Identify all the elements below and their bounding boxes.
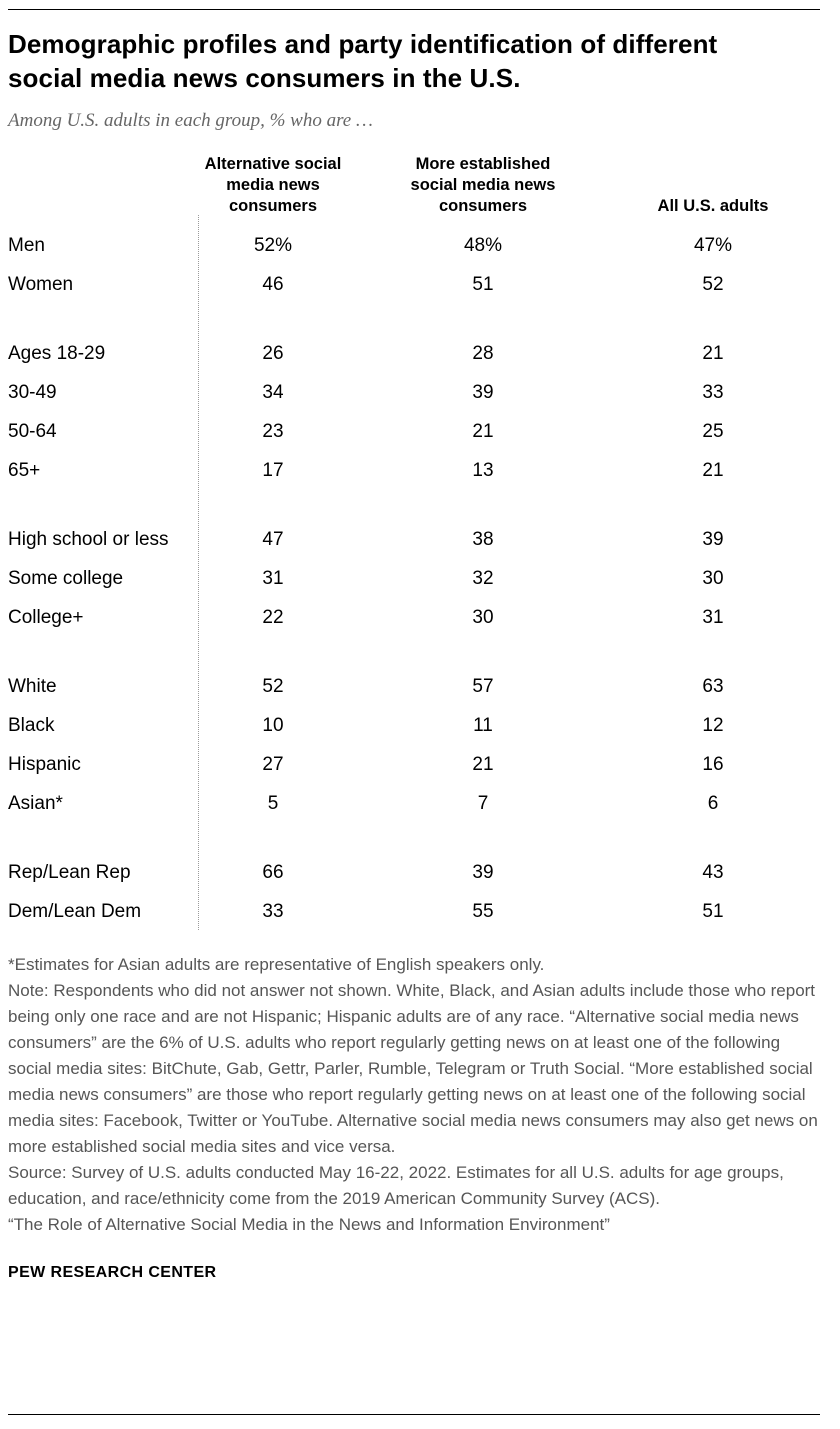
- cell-value: 39: [472, 382, 494, 404]
- cell-value: 55: [472, 901, 494, 923]
- cell-value: 43: [702, 862, 724, 884]
- cell-value: 13: [472, 460, 494, 482]
- note-asterisk: *Estimates for Asian adults are represen…: [8, 954, 545, 974]
- top-divider: [8, 9, 820, 10]
- cell-value: 47: [262, 529, 284, 551]
- cell-value: 32: [472, 568, 494, 590]
- demographics-table: Alternative social media news consumers …: [8, 154, 820, 932]
- row-label: Dem/Lean Dem: [8, 901, 142, 923]
- bottom-divider: [8, 1414, 820, 1415]
- column-divider-dotted: [198, 214, 199, 930]
- table-row: Hispanic 27 21 16: [8, 746, 820, 785]
- cell-value: 10: [262, 715, 284, 737]
- cell-value: 7: [477, 793, 489, 815]
- table-header-row: Alternative social media news consumers …: [8, 154, 820, 227]
- cell-value: 33: [262, 901, 284, 923]
- table-row: Asian* 5 7 6: [8, 785, 820, 824]
- row-label: Men: [8, 235, 45, 257]
- row-label: Ages 18-29: [8, 343, 106, 365]
- row-label: Black: [8, 715, 55, 737]
- cell-value: 21: [472, 754, 494, 776]
- table-row: Women 46 51 52: [8, 266, 820, 305]
- group-spacer: [8, 824, 820, 854]
- table-row: Rep/Lean Rep 66 39 43: [8, 854, 820, 893]
- cell-value: 16: [702, 754, 724, 776]
- table-row: Some college 31 32 30: [8, 560, 820, 599]
- cell-value: 22: [262, 607, 284, 629]
- subtitle: Among U.S. adults in each group, % who a…: [8, 109, 373, 131]
- page-title: Demographic profiles and party identific…: [8, 29, 718, 93]
- cell-value: 48%: [463, 235, 503, 257]
- column-header-alternative: Alternative social media news consumers: [204, 154, 342, 215]
- table-row: 50-64 23 21 25: [8, 413, 820, 452]
- note-source: Source: Survey of U.S. adults conducted …: [8, 1162, 784, 1208]
- table-row: Ages 18-29 26 28 21: [8, 335, 820, 374]
- cell-value: 12: [702, 715, 724, 737]
- row-label: 50-64: [8, 421, 57, 443]
- cell-value: 47%: [693, 235, 733, 257]
- cell-value: 38: [472, 529, 494, 551]
- cell-value: 25: [702, 421, 724, 443]
- column-header-established: More established social media news consu…: [410, 154, 556, 215]
- row-label: 30-49: [8, 382, 57, 404]
- pew-table-graphic: Demographic profiles and party identific…: [0, 9, 840, 1429]
- cell-value: 52: [702, 274, 724, 296]
- notes-block: *Estimates for Asian adults are represen…: [8, 952, 820, 1238]
- table-row: Men 52% 48% 47%: [8, 227, 820, 266]
- row-label: 65+: [8, 460, 41, 482]
- row-label: White: [8, 676, 57, 698]
- cell-value: 39: [472, 862, 494, 884]
- cell-value: 26: [262, 343, 284, 365]
- pew-research-center-wordmark: PEW RESEARCH CENTER: [8, 1263, 217, 1281]
- group-spacer: [8, 305, 820, 335]
- cell-value: 52%: [253, 235, 293, 257]
- cell-value: 28: [472, 343, 494, 365]
- table-row: Black 10 11 12: [8, 707, 820, 746]
- cell-value: 51: [702, 901, 724, 923]
- row-label: Asian*: [8, 793, 63, 815]
- group-spacer: [8, 491, 820, 521]
- note-main: Note: Respondents who did not answer not…: [8, 980, 818, 1156]
- cell-value: 27: [262, 754, 284, 776]
- cell-value: 31: [702, 607, 724, 629]
- cell-value: 21: [702, 343, 724, 365]
- cell-value: 66: [262, 862, 284, 884]
- table-row: College+ 22 30 31: [8, 599, 820, 638]
- column-header-all-adults: All U.S. adults: [657, 196, 769, 215]
- cell-value: 11: [473, 715, 493, 737]
- cell-value: 5: [267, 793, 279, 815]
- row-label: Women: [8, 274, 74, 296]
- row-label: High school or less: [8, 529, 169, 551]
- cell-value: 31: [262, 568, 284, 590]
- group-spacer: [8, 638, 820, 668]
- cell-value: 63: [702, 676, 724, 698]
- cell-value: 33: [702, 382, 724, 404]
- table-row: Dem/Lean Dem 33 55 51: [8, 893, 820, 932]
- cell-value: 52: [262, 676, 284, 698]
- row-label: Rep/Lean Rep: [8, 862, 131, 884]
- cell-value: 23: [262, 421, 284, 443]
- table-body: Men 52% 48% 47% Women 46 51 52 Ages 18-2…: [8, 214, 820, 932]
- table-row: High school or less 47 38 39: [8, 521, 820, 560]
- cell-value: 39: [702, 529, 724, 551]
- cell-value: 21: [472, 421, 494, 443]
- cell-value: 46: [262, 274, 284, 296]
- row-label: Hispanic: [8, 754, 81, 776]
- table-row: White 52 57 63: [8, 668, 820, 707]
- note-report-title: “The Role of Alternative Social Media in…: [8, 1214, 610, 1234]
- cell-value: 57: [472, 676, 494, 698]
- table-row: 65+ 17 13 21: [8, 452, 820, 491]
- cell-value: 30: [702, 568, 724, 590]
- cell-value: 6: [707, 793, 719, 815]
- cell-value: 51: [472, 274, 494, 296]
- table-row: 30-49 34 39 33: [8, 374, 820, 413]
- cell-value: 34: [262, 382, 284, 404]
- row-label: College+: [8, 607, 84, 629]
- cell-value: 30: [472, 607, 494, 629]
- cell-value: 21: [702, 460, 724, 482]
- cell-value: 17: [262, 460, 284, 482]
- row-label: Some college: [8, 568, 124, 590]
